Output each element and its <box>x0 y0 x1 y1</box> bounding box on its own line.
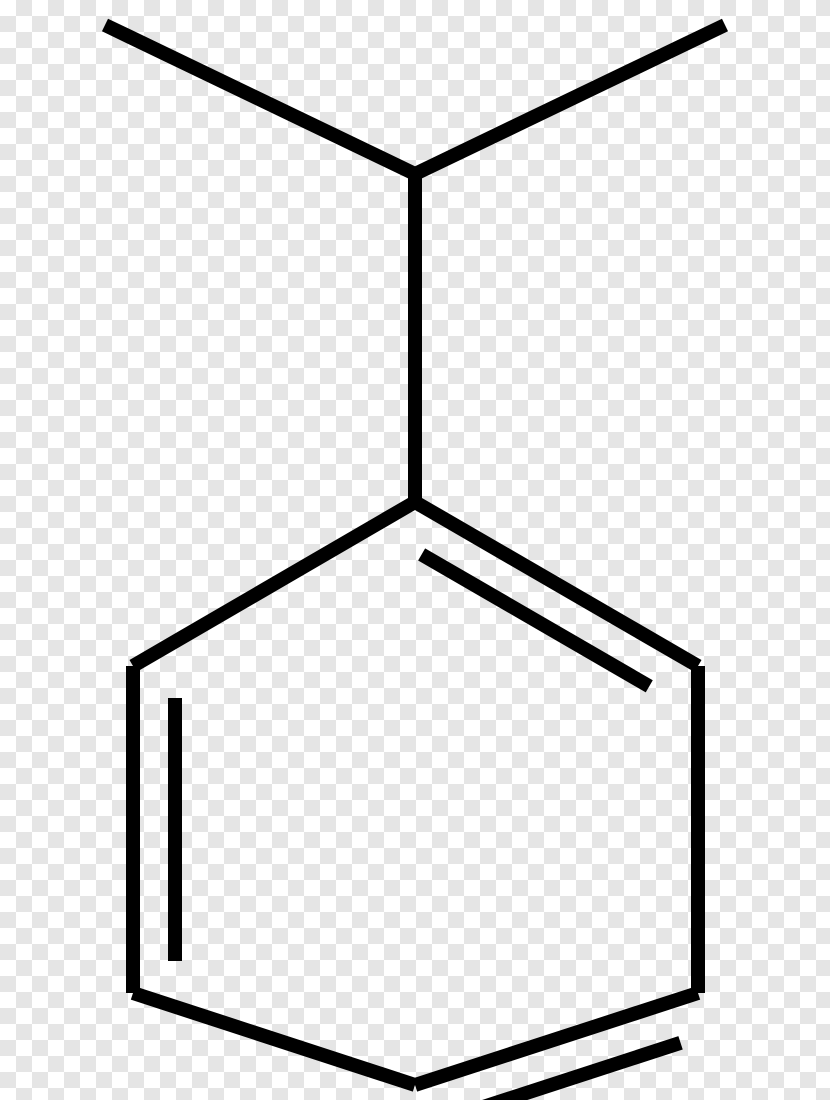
bond-5 <box>415 993 698 1085</box>
bond-0 <box>105 25 415 174</box>
bond-6 <box>133 993 415 1085</box>
bond-1 <box>415 25 725 174</box>
cumene-structure <box>0 0 830 1100</box>
bond-8 <box>133 502 415 666</box>
bond-5-inner <box>458 1043 680 1100</box>
bond-3 <box>415 502 698 666</box>
